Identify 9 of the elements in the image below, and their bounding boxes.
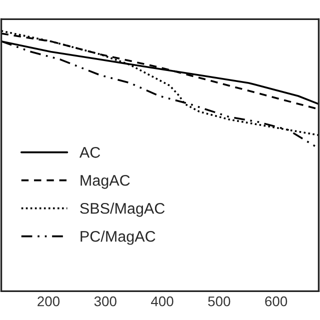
x-tick-label: 400 xyxy=(151,296,174,306)
x-tick-label: 600 xyxy=(265,296,288,306)
legend-label: MagAC xyxy=(80,174,130,189)
legend-label: SBS/MagAC xyxy=(80,202,165,217)
x-tick-label: 300 xyxy=(94,296,116,306)
x-tick-label: 500 xyxy=(208,296,230,306)
legend-label: PC/MagAC xyxy=(80,230,156,245)
x-tick-label: 200 xyxy=(38,296,60,306)
legend-label: AC xyxy=(79,146,100,158)
